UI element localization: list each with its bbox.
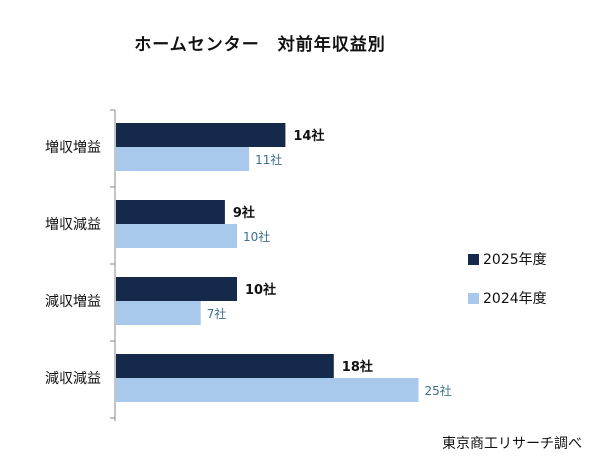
category-label: 増収増益 xyxy=(45,140,101,156)
data-label: 10社 xyxy=(245,282,276,298)
data-label: 9社 xyxy=(233,205,255,221)
bar-2024年度-増収増益 xyxy=(116,147,250,171)
bar-2024年度-減収減益 xyxy=(116,378,419,402)
bar-2024年度-増収減益 xyxy=(116,224,237,248)
legend-swatch-2025 xyxy=(468,253,479,265)
data-label: 7社 xyxy=(207,306,227,321)
category-label: 減収減益 xyxy=(45,370,101,387)
data-label: 10社 xyxy=(243,229,270,244)
bar-2025年度-増収増益 xyxy=(116,123,286,147)
data-label: 14社 xyxy=(293,128,324,144)
legend-item-2025: 2025年度 xyxy=(468,249,547,269)
category-label: 減収増益 xyxy=(45,293,101,310)
legend-swatch-2024 xyxy=(468,292,479,304)
legend-label-2024: 2024年度 xyxy=(483,291,547,307)
bar-2025年度-増収減益 xyxy=(116,200,225,224)
data-label: 18社 xyxy=(342,359,373,375)
source-note: 東京商工リサーチ調べ xyxy=(442,436,582,452)
bar-2025年度-減収減益 xyxy=(116,354,334,378)
bar-2025年度-減収増益 xyxy=(116,277,237,301)
data-label: 11社 xyxy=(255,152,282,167)
data-label: 25社 xyxy=(425,383,452,398)
legend-label-2025: 2025年度 xyxy=(483,252,547,268)
legend-item-2024: 2024年度 xyxy=(468,288,547,308)
category-label: 増収減益 xyxy=(45,216,101,233)
bar-2024年度-減収増益 xyxy=(116,301,201,325)
chart-title: ホームセンター 対前年収益別 xyxy=(134,35,386,55)
